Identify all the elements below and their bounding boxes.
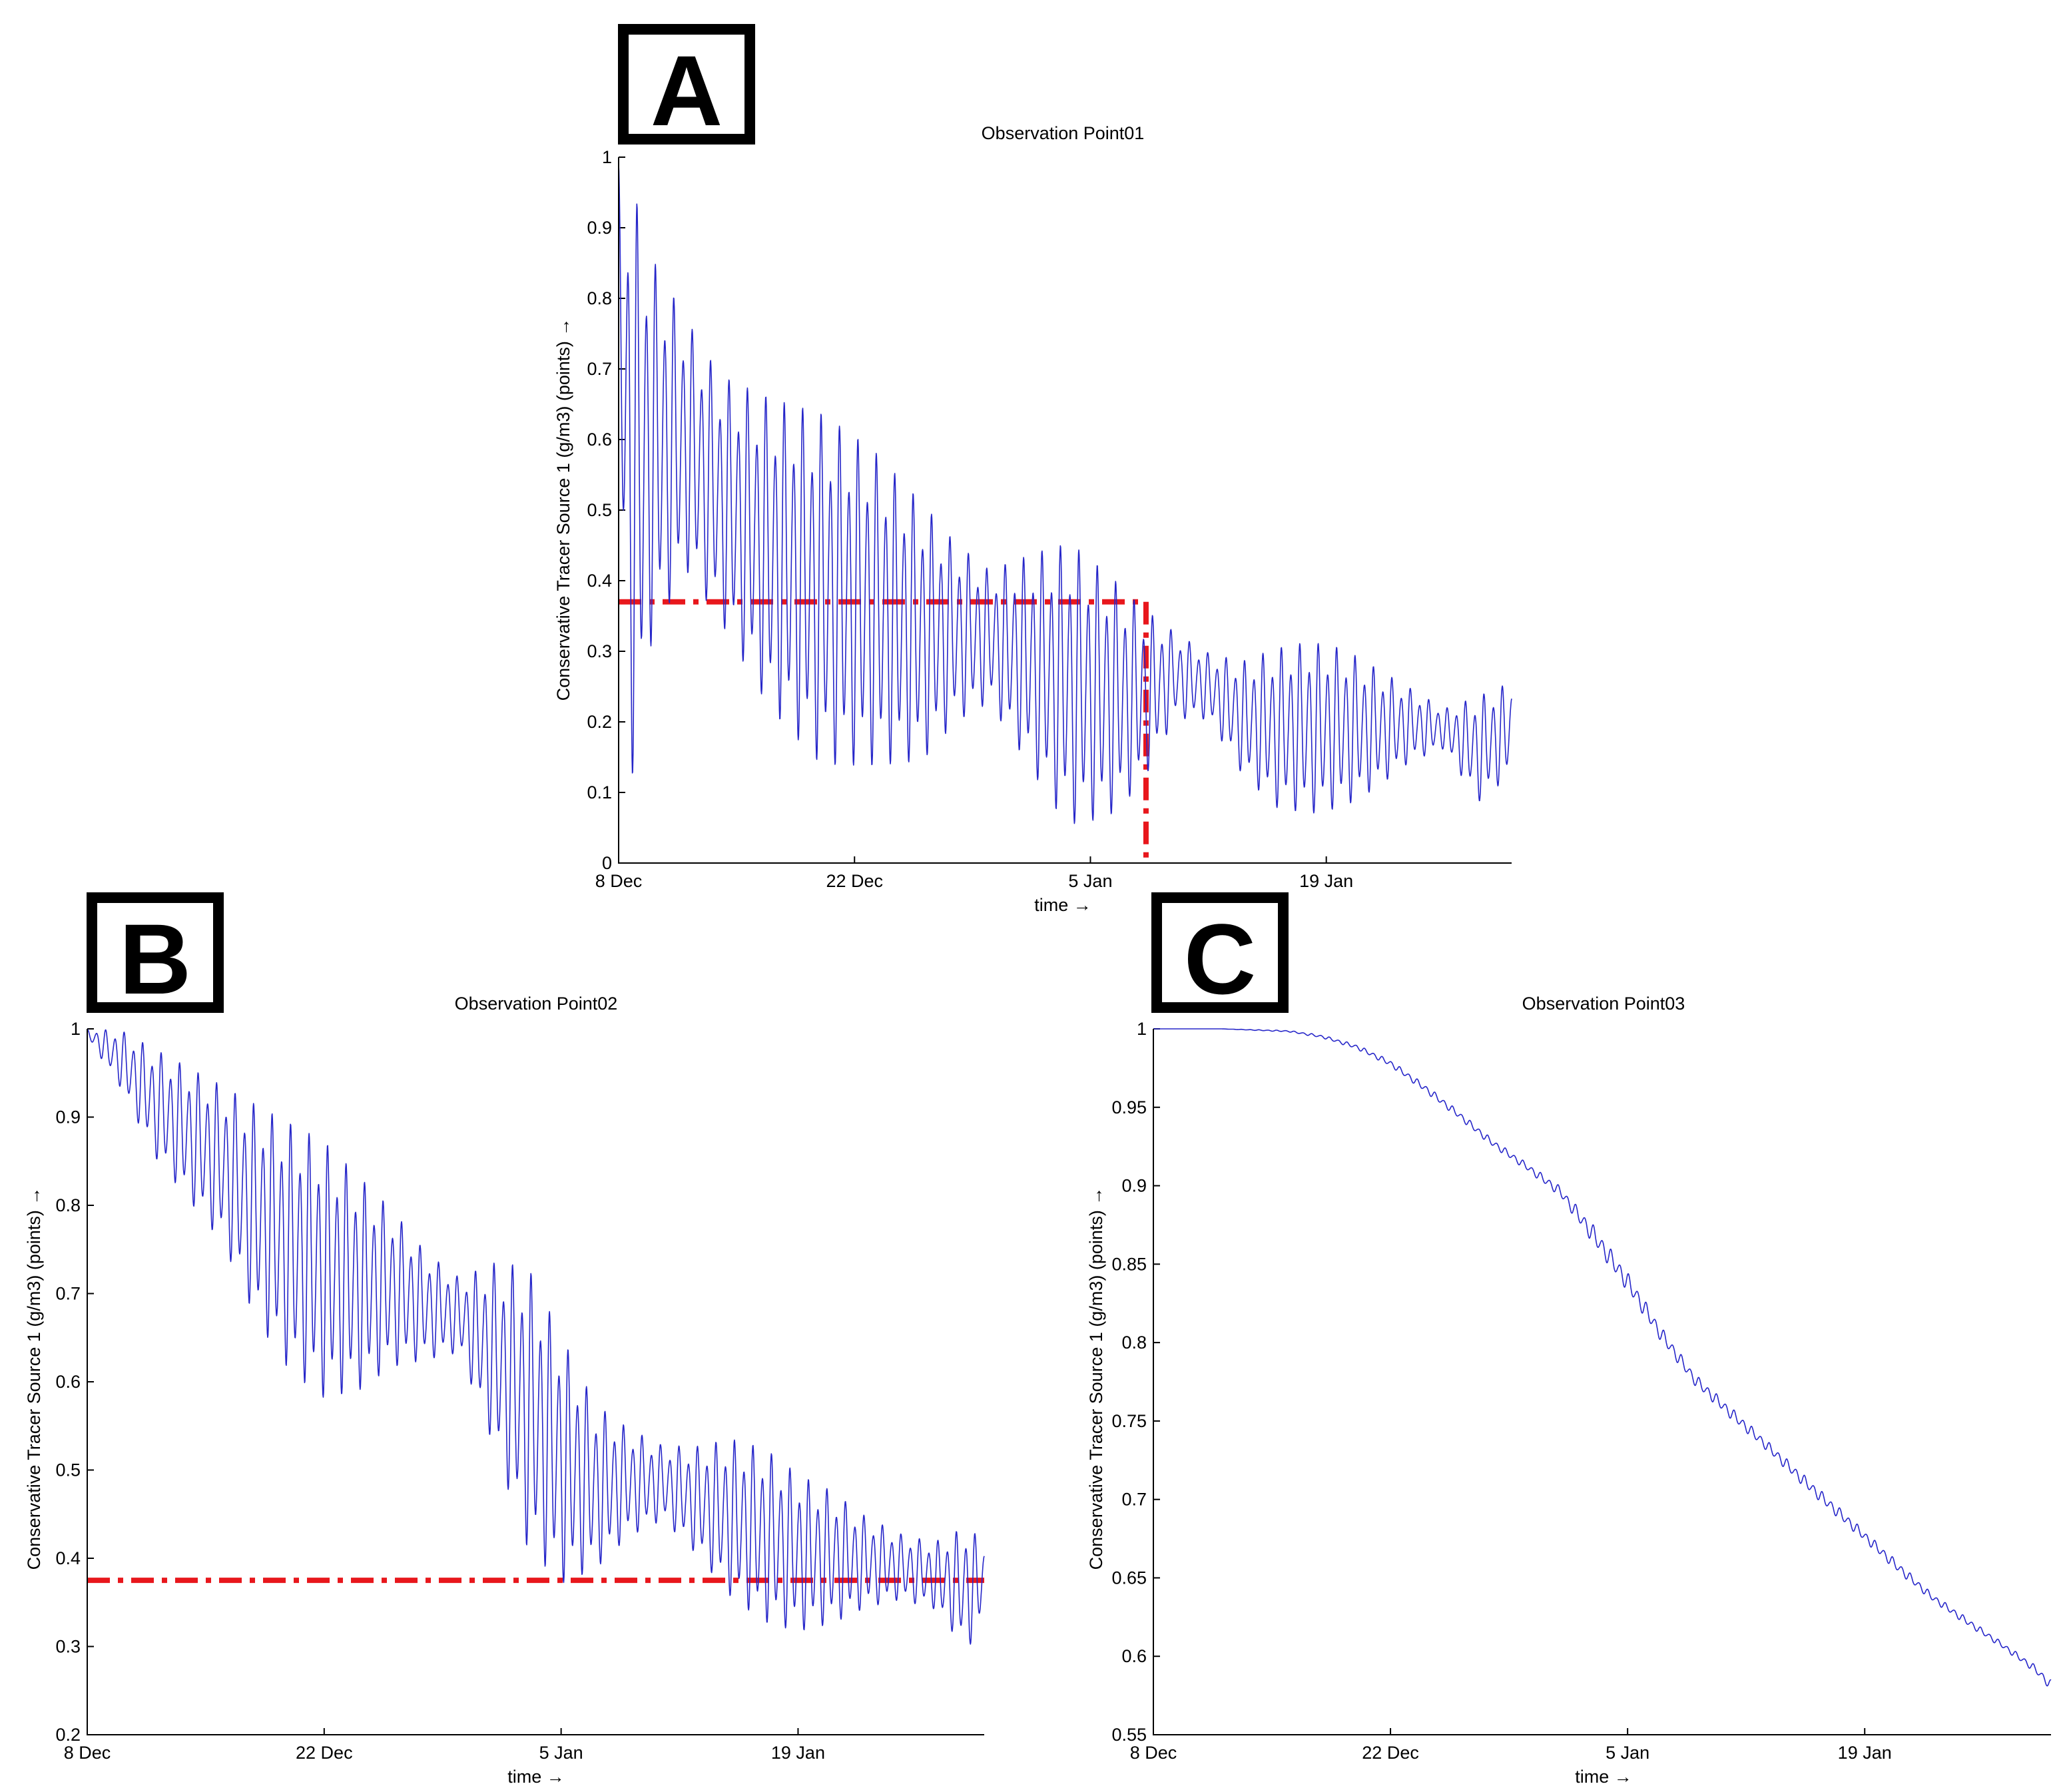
chart-b-ytick-label: 1 (71, 1019, 81, 1039)
chart-c-axes (1153, 1029, 2051, 1735)
chart-a-xtick-label: 5 Jan (1068, 871, 1112, 891)
chart-b-xtick-label: 22 Dec (296, 1743, 353, 1763)
chart-b-ytick-label: 0.6 (55, 1372, 81, 1392)
chart-b-series-line (87, 1028, 985, 1645)
chart-b-axes (87, 1029, 984, 1735)
chart-a-xlabel: time → (1034, 895, 1091, 915)
panel-c: C Observation Point03 time → Conservativ… (1086, 892, 2052, 1787)
chart-a-axes (618, 157, 1512, 864)
chart-c-ytick-label: 1 (1137, 1019, 1147, 1039)
panel-c-label: C (1184, 903, 1256, 1015)
chart-b-xtick-label: 8 Dec (64, 1743, 111, 1763)
chart-c-ytick-label: 0.95 (1111, 1097, 1147, 1117)
chart-a-xtick-label: 19 Jan (1299, 871, 1353, 891)
panel-c-badge (1151, 892, 1289, 1013)
chart-c-xlabel: time → (1575, 1767, 1632, 1787)
chart-a-ylabel: Conservative Tracer Source 1 (g/m3) (poi… (553, 318, 573, 701)
panel-a: A Observation Point01 time → Conservativ… (553, 24, 1512, 915)
chart-b-ytick-label: 0.8 (55, 1195, 81, 1215)
chart-c-xtick-label: 8 Dec (1130, 1743, 1177, 1763)
panel-b: B Observation Point02 time → Conservativ… (24, 892, 985, 1787)
chart-b-xlabel: time → (507, 1767, 565, 1787)
chart-c-xtick-label: 5 Jan (1606, 1743, 1649, 1763)
panel-b-label: B (119, 903, 191, 1015)
chart-b-ytick-label: 0.4 (55, 1548, 81, 1568)
chart-a-ytick-label: 0.4 (587, 571, 612, 591)
chart-a-ytick-label: 0.6 (587, 430, 612, 449)
chart-c-xtick-label: 19 Jan (1838, 1743, 1892, 1763)
chart-b-xtick-label: 5 Jan (539, 1743, 583, 1763)
chart-a-title: Observation Point01 (982, 123, 1145, 143)
chart-a-ytick-label: 0.8 (587, 288, 612, 308)
chart-a-series-line (618, 164, 1512, 824)
chart-a-ytick-label: 0.5 (587, 500, 612, 520)
chart-c-xtick-label: 22 Dec (1362, 1743, 1419, 1763)
chart-b-ytick-label: 0.2 (55, 1725, 81, 1745)
chart-a-ytick-label: 0.3 (587, 641, 612, 661)
chart-c-title: Observation Point03 (1522, 994, 1685, 1014)
chart-c-ytick-label: 0.75 (1111, 1411, 1147, 1431)
chart-b-ytick-label: 0.3 (55, 1637, 81, 1657)
chart-c-series-line (1153, 1028, 2052, 1687)
chart-c-ytick-label: 0.8 (1121, 1333, 1147, 1352)
chart-b-xtick-label: 19 Jan (771, 1743, 825, 1763)
chart-c-ytick-label: 0.9 (1121, 1176, 1147, 1196)
chart-a-xtick-label: 8 Dec (595, 871, 643, 891)
chart-b-title: Observation Point02 (455, 994, 618, 1014)
chart-b-ytick-label: 0.5 (55, 1460, 81, 1480)
chart-c-ytick-label: 0.85 (1111, 1254, 1147, 1274)
chart-a-ytick-label: 1 (602, 147, 612, 167)
chart-a-xtick-label: 22 Dec (826, 871, 883, 891)
chart-c-ytick-label: 0.65 (1111, 1568, 1147, 1588)
chart-c-ytick-label: 0.55 (1111, 1725, 1147, 1745)
chart-c-ytick-label: 0.6 (1121, 1646, 1147, 1666)
panel-b-badge (87, 892, 224, 1013)
chart-a-ytick-label: 0.9 (587, 218, 612, 238)
chart-a-ytick-label: 0.1 (587, 782, 612, 802)
panel-a-badge (618, 24, 755, 145)
chart-a-ytick-label: 0.7 (587, 359, 612, 379)
chart-b-ylabel: Conservative Tracer Source 1 (g/m3) (poi… (24, 1187, 44, 1570)
chart-a-ytick-label: 0.2 (587, 712, 612, 732)
chart-c-ylabel: Conservative Tracer Source 1 (g/m3) (poi… (1086, 1187, 1106, 1570)
chart-c-ytick-label: 0.7 (1121, 1490, 1147, 1510)
chart-b-ytick-label: 0.7 (55, 1284, 81, 1304)
chart-a-ytick-label: 0 (602, 853, 612, 873)
panel-a-label: A (651, 35, 723, 147)
chart-b-ytick-label: 0.9 (55, 1107, 81, 1127)
